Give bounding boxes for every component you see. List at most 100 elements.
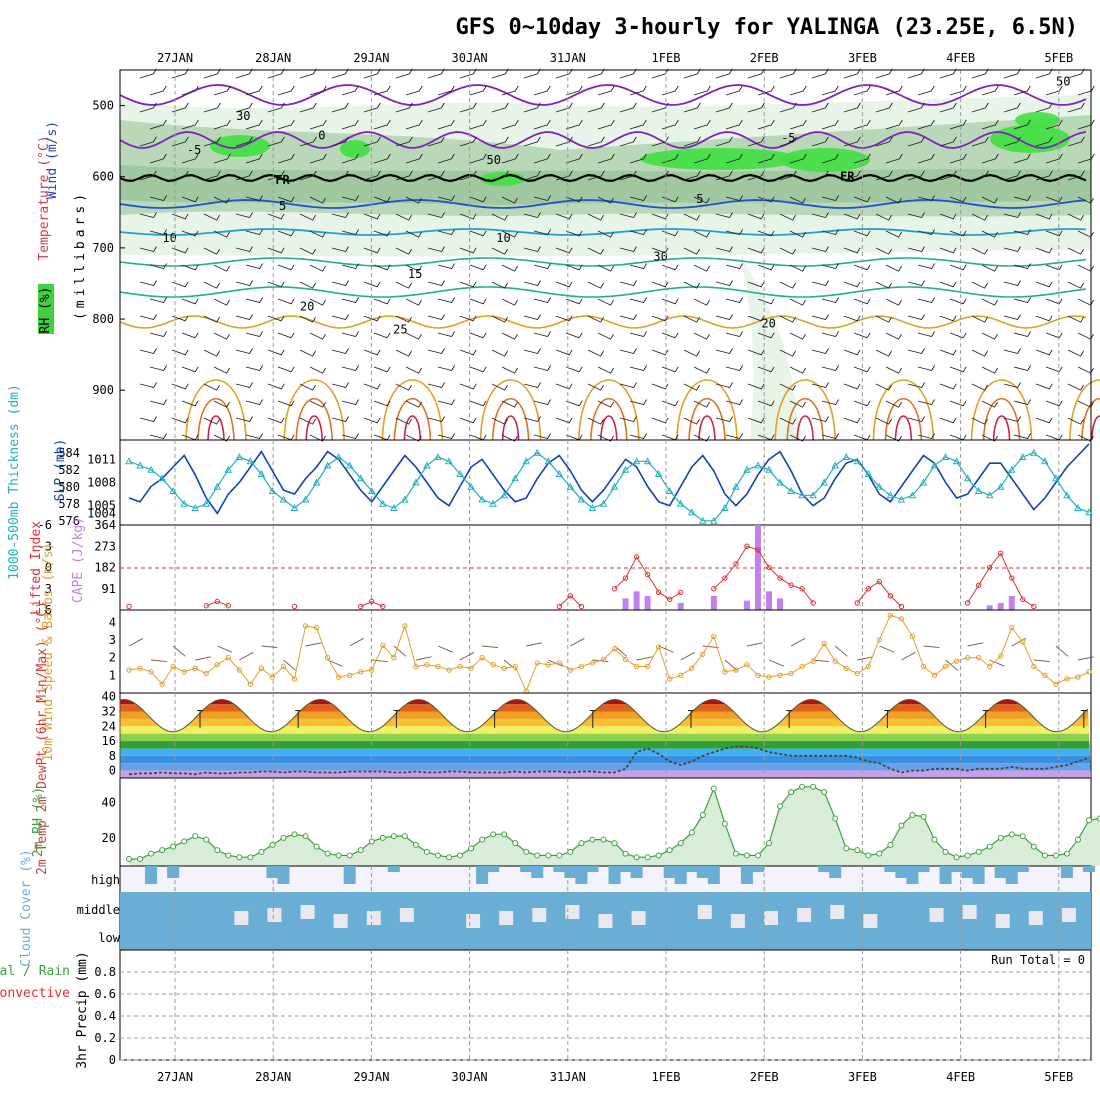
wind-barb [149,263,167,270]
thickness-point [996,482,1005,490]
wind-barb [213,119,231,130]
wind-barb [917,195,935,202]
wind-barb [789,153,807,164]
temp-band [120,763,1091,771]
wind-barb [405,196,422,204]
thickness-point [798,491,806,499]
rh2m-point [578,840,585,847]
wind-barb [725,331,743,338]
wind-barb [885,298,902,306]
wind-barb [203,247,220,255]
wind-barb [149,195,167,202]
contour-label: 20 [300,300,314,314]
wind-barb [235,212,253,219]
cloud-middle-gap [234,911,249,925]
wind-barb [907,246,925,253]
li-point [722,575,728,581]
wind-barb [725,365,743,372]
rh2m-point [346,852,353,859]
rh2m-point [357,847,364,854]
contour-label: 15 [408,267,422,281]
cloud-high-block [520,866,533,872]
wind-barb [331,280,349,287]
wind10-point [512,663,518,670]
panel-grid [174,70,1060,440]
wind-barb [907,314,925,321]
cloud-high-block [1005,866,1018,884]
wind-barb [309,332,326,340]
wind-barb [821,85,839,96]
thickness-point [699,516,707,524]
cloud-high-block [906,866,919,884]
thickness-point [963,474,972,482]
wind-barb [245,365,263,372]
wind-barb [907,280,925,287]
wind-barb [213,264,230,272]
bottom-date-axis: 27JAN 28JAN 29JAN 30JAN 31JAN 1FEB 2FEB 3FEB 4FE… [157,1070,1073,1084]
wind-barb [309,196,326,204]
rh2m-point [159,847,166,854]
wind-barb [1003,170,1021,181]
rh2m-point [247,854,254,861]
wind10-point [744,662,750,668]
cloud-high-block [895,866,908,878]
rh2m-point [810,783,817,790]
wind-barb [299,170,317,181]
temperature-bands [119,698,1091,778]
rh2m-point [799,783,806,790]
wind-barb [1045,119,1063,130]
label-millibars: (millibars) [73,190,88,320]
rh2m-point [302,833,309,840]
cape-bar [644,595,651,610]
wind-barb-10m [459,651,475,661]
wind-barb [427,246,445,253]
wind-barb [907,68,925,79]
rh2m-point [843,845,850,852]
wind-barb [981,366,998,374]
contour-30 [872,379,935,441]
contour-35 [786,397,824,441]
thickness-point [522,457,530,465]
cloud-middle-gap [830,905,845,919]
wind10-point [291,676,298,682]
wind-barb [683,281,700,289]
wind-barb [149,85,167,96]
li-tick-label: 0 [45,561,52,575]
wind-barb [459,136,477,147]
rh2m-point [1008,831,1015,838]
wind-barb [1045,230,1063,237]
wind-barb [757,196,775,203]
wind-barb [1013,365,1031,372]
wind-barb-10m [813,659,830,663]
wind-barb [917,433,935,440]
wind-barb [203,315,220,323]
wind-barb [523,382,541,389]
wind-barb [213,366,230,374]
thickness-point [588,504,597,511]
temp-tick-label: 32 [102,704,116,718]
cloud-high-block [343,866,356,884]
wind-barb [757,366,775,373]
wind-barb [565,264,583,271]
wind-barb [821,229,839,236]
thickness-point [235,453,244,460]
wind-barb [555,170,573,181]
temp-band [120,770,1091,778]
rh2m-point [777,803,784,810]
rh2m-point [931,836,938,843]
wind-barb-10m [261,645,278,649]
wind-barb [981,230,998,238]
wind-barb [309,153,327,164]
wind-barb [331,246,349,253]
wind-barb [363,247,381,254]
li-point [711,586,717,592]
wind-barb [405,366,422,374]
cloud-high-block [884,866,897,872]
wind-barb [811,382,829,389]
wind-barb [267,247,285,254]
wind-barb [437,399,455,406]
wind-barb [139,136,157,147]
wind-barb [651,213,669,220]
wind-barb [341,263,359,270]
wind-barb [469,366,487,373]
